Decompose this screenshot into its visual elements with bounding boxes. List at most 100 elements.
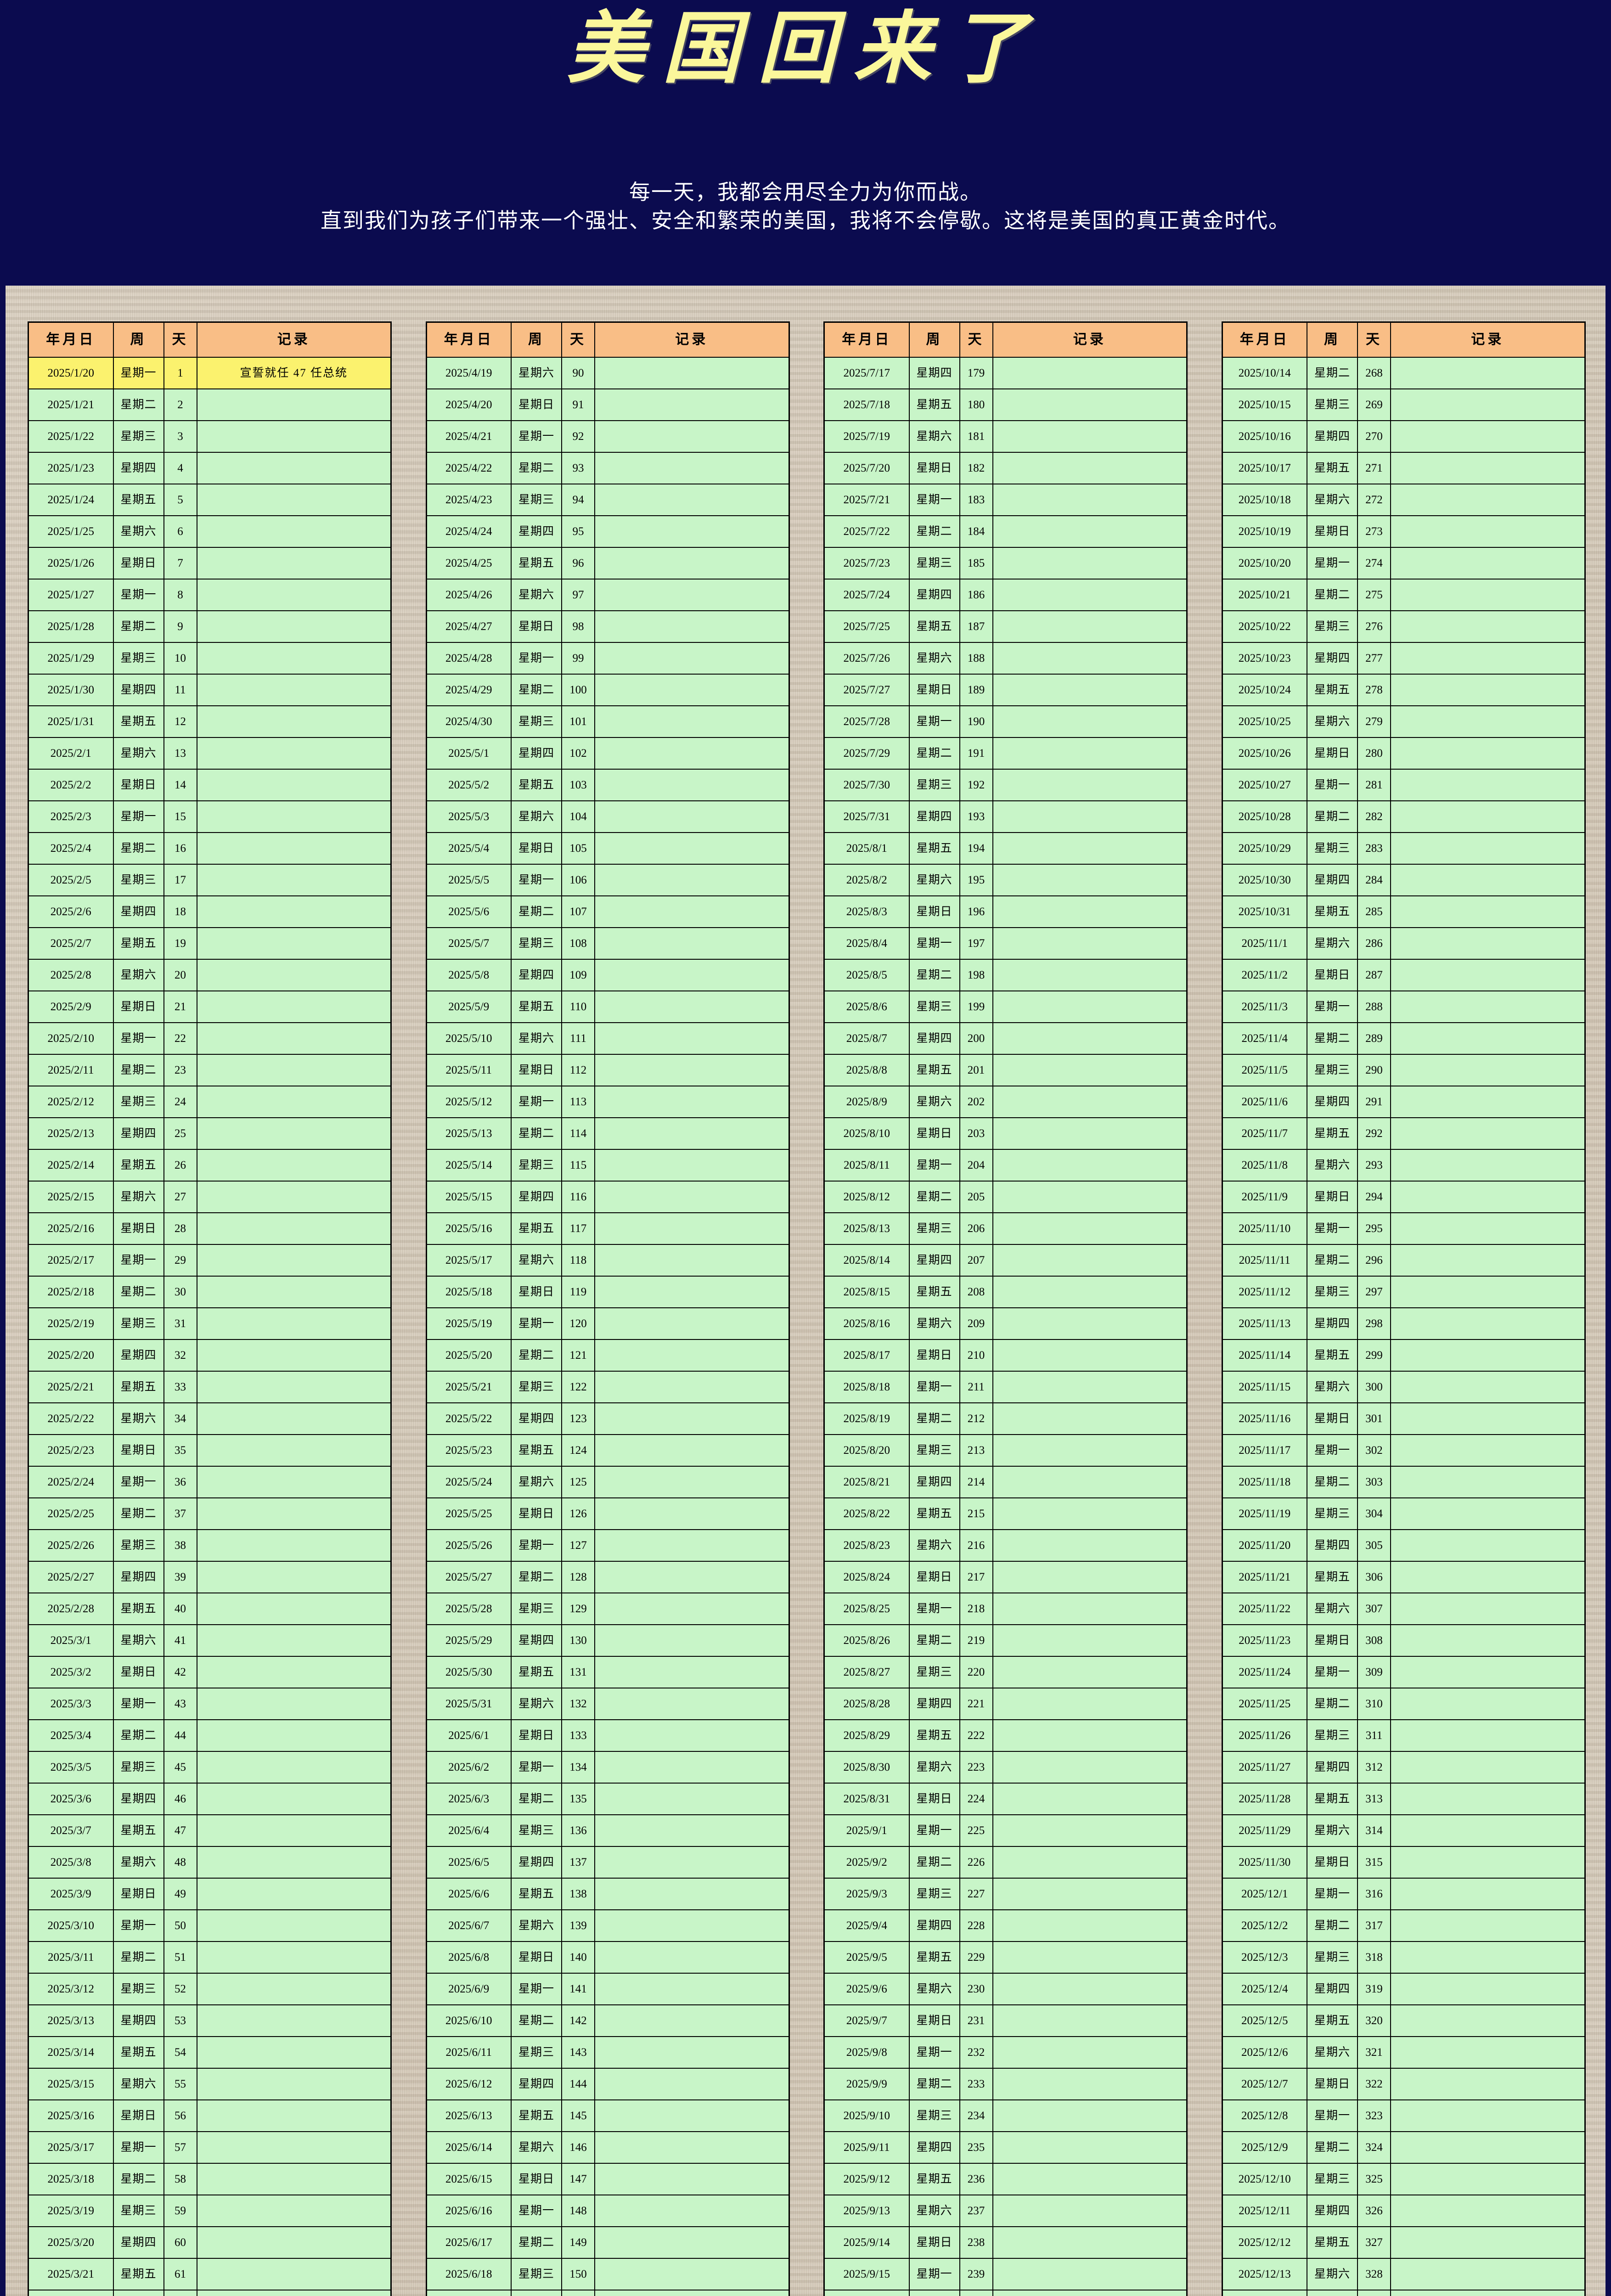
table-row[interactable]: 2025/2/11 星期二 23: [28, 1054, 392, 1086]
cell-record[interactable]: [594, 1022, 789, 1055]
cell-record[interactable]: [196, 959, 392, 991]
cell-record[interactable]: [196, 2068, 392, 2100]
cell-record[interactable]: [1390, 610, 1585, 643]
table-row[interactable]: 2025/8/11 星期一 204: [823, 1149, 1188, 1182]
cell-record[interactable]: [196, 1307, 392, 1340]
table-row[interactable]: 2025/11/29 星期六 314: [1222, 1814, 1585, 1847]
cell-record[interactable]: [1390, 1371, 1585, 1403]
table-row[interactable]: 2025/8/14 星期四 207: [823, 1244, 1188, 1277]
cell-record[interactable]: [1390, 1688, 1585, 1720]
table-row[interactable]: 2025/8/5 星期二 198: [823, 959, 1188, 991]
cell-record[interactable]: [992, 800, 1188, 833]
table-row[interactable]: 2025/5/13 星期二 114: [426, 1117, 789, 1150]
table-row[interactable]: 2025/11/26 星期三 311: [1222, 1719, 1585, 1752]
table-row[interactable]: 2025/4/28 星期一 99: [426, 642, 789, 675]
cell-record[interactable]: [594, 1624, 789, 1657]
table-row[interactable]: 2025/2/20 星期四 32: [28, 1339, 392, 1372]
table-row[interactable]: 2025/10/20 星期一 274: [1222, 547, 1585, 580]
table-row[interactable]: 2025/9/4 星期四 228: [823, 1909, 1188, 1942]
table-row[interactable]: 2025/6/14 星期六 146: [426, 2131, 789, 2164]
cell-record[interactable]: [594, 674, 789, 706]
table-row[interactable]: 2025/11/23 星期日 308: [1222, 1624, 1585, 1657]
table-row[interactable]: 2025/7/18 星期五 180: [823, 388, 1188, 421]
cell-record[interactable]: [196, 2226, 392, 2259]
table-row[interactable]: 2025/6/17 星期二 149: [426, 2226, 789, 2259]
cell-record[interactable]: [992, 1529, 1188, 1562]
cell-record[interactable]: [594, 1941, 789, 1974]
table-row[interactable]: 2025/12/14星期日329: [1222, 2290, 1585, 2296]
cell-record[interactable]: [196, 2258, 392, 2290]
table-row[interactable]: 2025/5/21 星期三 122: [426, 1371, 789, 1403]
table-row[interactable]: 2025/8/17 星期日 210: [823, 1339, 1188, 1372]
table-row[interactable]: 2025/2/3 星期一 15: [28, 800, 392, 833]
table-row[interactable]: 2025/9/15 星期一 239: [823, 2258, 1188, 2290]
cell-record[interactable]: [992, 895, 1188, 928]
table-row[interactable]: 2025/8/22 星期五 215: [823, 1497, 1188, 1530]
table-row[interactable]: 2025/3/20 星期四 60: [28, 2226, 392, 2259]
cell-record[interactable]: [1390, 1339, 1585, 1372]
table-row[interactable]: 2025/8/19 星期二 212: [823, 1402, 1188, 1435]
table-row[interactable]: 2025/2/13 星期四 25: [28, 1117, 392, 1150]
cell-record[interactable]: [594, 420, 789, 453]
table-row[interactable]: 2025/1/26 星期日 7: [28, 547, 392, 580]
cell-record[interactable]: [992, 1117, 1188, 1150]
cell-record[interactable]: [196, 1593, 392, 1625]
table-row[interactable]: 2025/2/4 星期二 16: [28, 832, 392, 865]
cell-record[interactable]: [196, 1656, 392, 1688]
table-row[interactable]: 2025/10/16 星期四 270: [1222, 420, 1585, 453]
table-row[interactable]: 2025/11/14 星期五 299: [1222, 1339, 1585, 1372]
cell-record[interactable]: [594, 1814, 789, 1847]
table-row[interactable]: 2025/2/6 星期四 18: [28, 895, 392, 928]
table-row[interactable]: 2025/9/5 星期五 229: [823, 1941, 1188, 1974]
cell-record[interactable]: [196, 1719, 392, 1752]
table-row[interactable]: 2025/12/13 星期六 328: [1222, 2258, 1585, 2290]
table-row[interactable]: 2025/4/20 星期日 91: [426, 388, 789, 421]
table-row[interactable]: 2025/7/19 星期六 181: [823, 420, 1188, 453]
table-row[interactable]: 2025/6/3 星期二 135: [426, 1783, 789, 1815]
cell-record[interactable]: [992, 2068, 1188, 2100]
table-row[interactable]: 2025/5/22 星期四 123: [426, 1402, 789, 1435]
table-row[interactable]: 2025/2/25 星期二 37: [28, 1497, 392, 1530]
cell-record[interactable]: [196, 547, 392, 580]
table-row[interactable]: 2025/9/2 星期二 226: [823, 1846, 1188, 1879]
table-row[interactable]: 2025/9/14 星期日 238: [823, 2226, 1188, 2259]
table-row[interactable]: 2025/2/5 星期三 17: [28, 864, 392, 896]
table-row[interactable]: 2025/8/13 星期三 206: [823, 1212, 1188, 1245]
cell-record[interactable]: [1390, 1909, 1585, 1942]
cell-record[interactable]: [594, 1973, 789, 2005]
cell-record[interactable]: [196, 1783, 392, 1815]
table-row[interactable]: 2025/5/29 星期四 130: [426, 1624, 789, 1657]
cell-record[interactable]: [594, 959, 789, 991]
table-row[interactable]: 2025/5/30 星期五 131: [426, 1656, 789, 1688]
cell-record[interactable]: [196, 1117, 392, 1150]
table-row[interactable]: 2025/5/4 星期日 105: [426, 832, 789, 865]
table-row[interactable]: 2025/8/23 星期六 216: [823, 1529, 1188, 1562]
cell-record[interactable]: [594, 832, 789, 865]
cell-record[interactable]: [992, 769, 1188, 801]
cell-record[interactable]: [594, 2131, 789, 2164]
cell-record[interactable]: [196, 1497, 392, 1530]
table-row[interactable]: 2025/8/31 星期日 224: [823, 1783, 1188, 1815]
cell-record[interactable]: [594, 1117, 789, 1150]
cell-record[interactable]: [196, 1244, 392, 1277]
cell-record[interactable]: [992, 1339, 1188, 1372]
cell-record[interactable]: [594, 1656, 789, 1688]
cell-record[interactable]: [196, 927, 392, 960]
cell-record[interactable]: [196, 800, 392, 833]
table-row[interactable]: 2025/11/12 星期三 297: [1222, 1276, 1585, 1308]
cell-record[interactable]: [594, 1783, 789, 1815]
table-row[interactable]: 2025/2/19 星期三 31: [28, 1307, 392, 1340]
cell-record[interactable]: [1390, 1466, 1585, 1498]
table-row[interactable]: 2025/11/19 星期三 304: [1222, 1497, 1585, 1530]
cell-record[interactable]: [992, 1244, 1188, 1277]
cell-record[interactable]: [992, 388, 1188, 421]
table-row[interactable]: 2025/11/13 星期四 298: [1222, 1307, 1585, 1340]
table-row[interactable]: 2025/3/14 星期五 54: [28, 2036, 392, 2069]
table-row[interactable]: 2025/5/15 星期四 116: [426, 1181, 789, 1213]
table-row[interactable]: 2025/11/18 星期二 303: [1222, 1466, 1585, 1498]
cell-record[interactable]: [992, 547, 1188, 580]
table-row[interactable]: 2025/7/22 星期二 184: [823, 515, 1188, 548]
cell-record[interactable]: [992, 642, 1188, 675]
cell-record[interactable]: [1390, 1212, 1585, 1245]
table-row[interactable]: 2025/11/5 星期三 290: [1222, 1054, 1585, 1086]
